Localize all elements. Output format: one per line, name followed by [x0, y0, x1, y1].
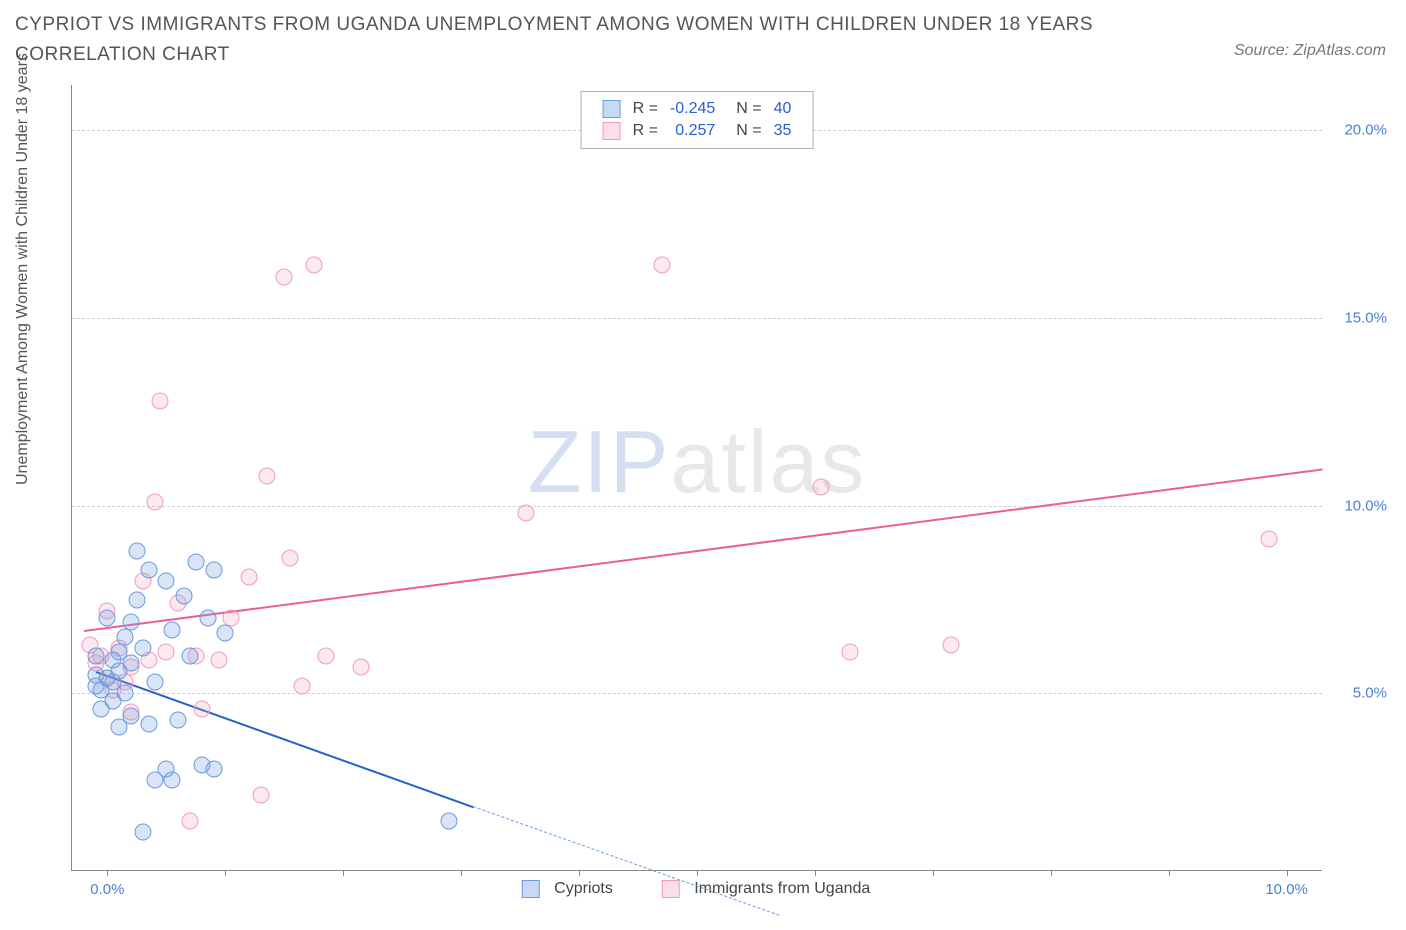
data-point-uganda	[518, 505, 535, 522]
data-point-cypriots	[140, 715, 157, 732]
data-point-cypriots	[117, 629, 134, 646]
data-point-uganda	[942, 636, 959, 653]
correlation-chart: Unemployment Among Women with Children U…	[33, 85, 1388, 890]
legend-row-cypriots: R = -0.245 N = 40	[598, 99, 797, 119]
x-tick	[343, 870, 344, 876]
data-point-cypriots	[140, 561, 157, 578]
data-point-uganda	[158, 644, 175, 661]
chart-header: CYPRIOT VS IMMIGRANTS FROM UGANDA UNEMPL…	[15, 10, 1391, 80]
n-label: N =	[722, 121, 766, 141]
r-value-cypriots: -0.245	[665, 99, 720, 119]
gridline	[72, 693, 1322, 694]
x-tick	[107, 870, 108, 876]
swatch-uganda-icon	[662, 880, 680, 898]
data-point-uganda	[276, 268, 293, 285]
data-point-uganda	[653, 257, 670, 274]
data-point-uganda	[258, 467, 275, 484]
x-tick	[1287, 870, 1288, 876]
data-point-cypriots	[176, 587, 193, 604]
x-tick	[1169, 870, 1170, 876]
data-point-cypriots	[164, 771, 181, 788]
data-point-uganda	[211, 651, 228, 668]
n-label: N =	[722, 99, 766, 119]
data-point-cypriots	[441, 813, 458, 830]
x-tick-label: 10.0%	[1265, 881, 1308, 898]
chart-title: CYPRIOT VS IMMIGRANTS FROM UGANDA UNEMPL…	[15, 10, 1115, 71]
n-value-uganda: 35	[769, 121, 797, 141]
data-point-cypriots	[134, 824, 151, 841]
data-point-uganda	[193, 700, 210, 717]
y-tick-label: 5.0%	[1327, 685, 1387, 702]
trend-line-uganda	[84, 468, 1322, 631]
data-point-cypriots	[122, 708, 139, 725]
data-point-cypriots	[205, 760, 222, 777]
data-point-cypriots	[205, 561, 222, 578]
r-label: R =	[628, 121, 663, 141]
x-tick	[697, 870, 698, 876]
x-tick	[461, 870, 462, 876]
swatch-uganda-icon	[603, 122, 621, 140]
data-point-cypriots	[122, 614, 139, 631]
gridline	[72, 506, 1322, 507]
data-point-uganda	[1260, 531, 1277, 548]
y-axis-label: Unemployment Among Women with Children U…	[14, 53, 32, 485]
data-point-cypriots	[199, 610, 216, 627]
data-point-cypriots	[117, 685, 134, 702]
y-tick-label: 10.0%	[1327, 497, 1387, 514]
data-point-cypriots	[170, 711, 187, 728]
watermark-light: atlas	[671, 412, 867, 511]
data-point-cypriots	[158, 572, 175, 589]
legend-row-uganda: R = 0.257 N = 35	[598, 121, 797, 141]
r-value-uganda: 0.257	[665, 121, 720, 141]
x-tick	[579, 870, 580, 876]
data-point-uganda	[152, 392, 169, 409]
data-point-cypriots	[99, 610, 116, 627]
data-point-cypriots	[217, 625, 234, 642]
data-point-cypriots	[164, 621, 181, 638]
data-point-uganda	[282, 550, 299, 567]
data-point-cypriots	[187, 554, 204, 571]
data-point-uganda	[305, 257, 322, 274]
data-point-uganda	[812, 478, 829, 495]
data-point-cypriots	[128, 542, 145, 559]
n-value-cypriots: 40	[769, 99, 797, 119]
r-label: R =	[628, 99, 663, 119]
watermark: ZIPatlas	[528, 411, 867, 513]
plot-area: ZIPatlas R = -0.245 N = 40 R = 0.257 N =…	[71, 85, 1322, 871]
x-tick	[1051, 870, 1052, 876]
gridline	[72, 318, 1322, 319]
data-point-uganda	[181, 813, 198, 830]
correlation-legend: R = -0.245 N = 40 R = 0.257 N = 35	[581, 91, 814, 149]
data-point-cypriots	[134, 640, 151, 657]
data-point-uganda	[317, 647, 334, 664]
data-point-uganda	[842, 644, 859, 661]
data-point-cypriots	[146, 674, 163, 691]
swatch-cypriots-icon	[522, 880, 540, 898]
trend-line-cypriots-dash	[473, 806, 780, 916]
swatch-cypriots-icon	[603, 100, 621, 118]
data-point-uganda	[240, 569, 257, 586]
data-point-cypriots	[128, 591, 145, 608]
data-point-cypriots	[87, 647, 104, 664]
data-point-uganda	[146, 493, 163, 510]
watermark-strong: ZIP	[528, 412, 671, 511]
x-tick	[815, 870, 816, 876]
data-point-uganda	[293, 677, 310, 694]
series-legend: Cypriots Immigrants from Uganda	[518, 880, 877, 898]
data-point-uganda	[352, 659, 369, 676]
x-tick	[933, 870, 934, 876]
legend-label-cypriots: Cypriots	[554, 880, 613, 897]
chart-source: Source: ZipAtlas.com	[1234, 42, 1386, 60]
x-tick	[225, 870, 226, 876]
y-tick-label: 15.0%	[1327, 309, 1387, 326]
data-point-cypriots	[122, 655, 139, 672]
x-tick-label: 0.0%	[90, 881, 124, 898]
data-point-cypriots	[181, 647, 198, 664]
y-tick-label: 20.0%	[1327, 122, 1387, 139]
data-point-uganda	[252, 786, 269, 803]
